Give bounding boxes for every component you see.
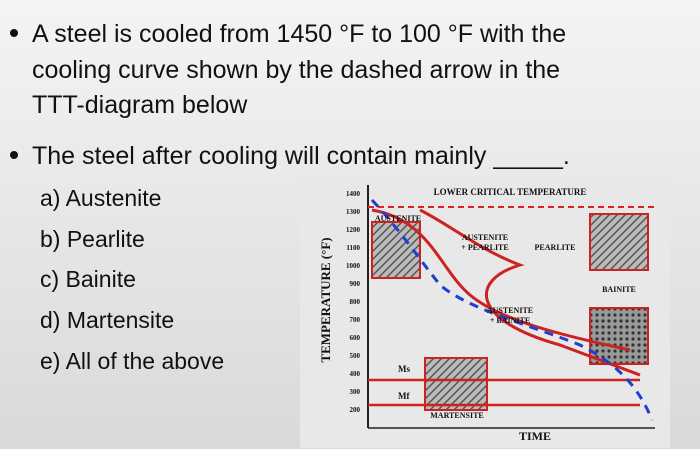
micrograph xyxy=(589,213,649,271)
label: AUSTENITE xyxy=(375,214,421,223)
label: + PEARLITE xyxy=(461,243,508,252)
y-tick-label: 600 xyxy=(350,334,361,342)
start-curve xyxy=(371,208,631,352)
micrograph xyxy=(424,357,488,411)
x-axis-label: TIME xyxy=(519,429,551,443)
y-tick-label: 1200 xyxy=(346,226,361,234)
ttt-diagram: TEMPERATURE (°F) 1400 1300 1200 1100 1000 900… xyxy=(300,180,670,448)
bullet xyxy=(10,29,18,37)
micrograph xyxy=(371,221,421,279)
option[interactable]: d) Martensite xyxy=(40,307,174,333)
label: LOWER CRITICAL TEMPERATURE xyxy=(434,187,587,197)
y-tick-label: 700 xyxy=(350,316,361,324)
y-tick-label: 1000 xyxy=(346,262,361,270)
label: Mf xyxy=(398,391,410,401)
option[interactable]: b) Pearlite xyxy=(40,226,145,252)
question-line: cooling curve shown by the dashed arrow … xyxy=(32,56,560,84)
finish-curve xyxy=(419,208,641,377)
y-tick-label: 1300 xyxy=(346,208,361,216)
y-axis-label: TEMPERATURE (°F) xyxy=(318,237,333,362)
question-line: The steel after cooling will contain mai… xyxy=(32,142,570,170)
y-tick-label: 400 xyxy=(350,370,361,378)
question-line: TTT-diagram below xyxy=(32,91,248,119)
y-tick-label: 300 xyxy=(350,388,361,396)
y-tick-label: 500 xyxy=(350,352,361,360)
option[interactable]: e) All of the above xyxy=(40,348,224,374)
label: + BAINITE xyxy=(490,316,530,325)
y-tick-label: 1100 xyxy=(346,244,360,252)
micrograph xyxy=(589,307,649,365)
option[interactable]: c) Bainite xyxy=(40,266,136,292)
label: BAINITE xyxy=(602,285,636,294)
option[interactable]: a) Austenite xyxy=(40,185,161,211)
y-tick-label: 1400 xyxy=(346,190,361,198)
label: AUSTENITE xyxy=(487,306,533,315)
label: PEARLITE xyxy=(535,243,576,252)
y-tick-label: 200 xyxy=(350,406,361,414)
bullet xyxy=(10,151,18,159)
question-line: A steel is cooled from 1450 °F to 100 °F… xyxy=(32,20,566,48)
label: MARTENSITE xyxy=(430,411,484,420)
label: Ms xyxy=(398,364,410,374)
y-tick-label: 800 xyxy=(350,298,361,306)
label: AUSTENITE xyxy=(462,233,508,242)
y-ticks: 1400 1300 1200 1100 1000 900 800 700 600 500 400 30… xyxy=(346,190,361,414)
y-tick-label: 900 xyxy=(350,280,361,288)
cooling-curve xyxy=(370,198,654,421)
